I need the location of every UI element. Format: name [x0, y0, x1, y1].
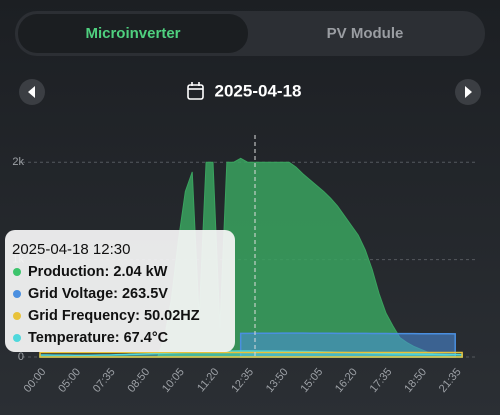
- date-label[interactable]: 2025-04-18: [215, 81, 302, 100]
- tab-label[interactable]: PV Module: [327, 25, 404, 42]
- arrow-icon: [28, 86, 35, 98]
- tooltip-box: [5, 230, 235, 352]
- series-area: [39, 350, 463, 358]
- tooltip-title: 2025-04-18 12:30: [12, 241, 130, 258]
- tooltip-dot: [13, 312, 21, 320]
- next-button[interactable]: [455, 79, 481, 105]
- arrow-icon: [465, 86, 472, 98]
- tooltip-item: Grid Voltage: 263.5V: [28, 286, 168, 302]
- tooltip-item: Temperature: 67.4°C: [28, 330, 169, 346]
- tooltip-item: Grid Frequency: 50.02HZ: [28, 308, 200, 324]
- tooltip: 2025-04-18 12:30 Production: 2.04 kW Grid…: [5, 230, 235, 352]
- y-tick-label: 2k: [12, 156, 24, 168]
- tooltip-dot: [13, 268, 21, 276]
- tooltip-dot: [13, 334, 21, 342]
- tooltip-item: Production: 2.04 kW: [28, 264, 168, 280]
- tab-label[interactable]: Microinverter: [85, 25, 180, 42]
- y-tick-label: 0: [18, 351, 24, 363]
- tooltip-dot: [13, 290, 21, 298]
- calendar-icon: [187, 82, 204, 100]
- icon-frame: [187, 84, 204, 100]
- prev-button[interactable]: [19, 79, 45, 105]
- active-tab[interactable]: [18, 14, 248, 53]
